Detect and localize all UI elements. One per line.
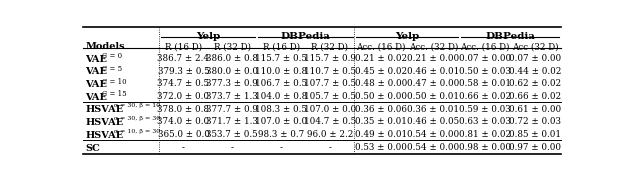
Text: 0.62 ± 0.02: 0.62 ± 0.02 (509, 79, 561, 88)
Text: 115.7 ± 0.9: 115.7 ± 0.9 (304, 54, 356, 63)
Text: 110.0 ± 0.8: 110.0 ± 0.8 (255, 67, 307, 75)
Text: 0.46 ± 0.01: 0.46 ± 0.01 (407, 67, 460, 75)
Text: VAE: VAE (85, 55, 108, 64)
Text: 107.0 ± 0.0: 107.0 ± 0.0 (304, 105, 356, 114)
Text: α = 30, β = 30: α = 30, β = 30 (114, 116, 161, 121)
Text: HSVAE: HSVAE (85, 105, 124, 114)
Text: 0.50 ± 0.01: 0.50 ± 0.01 (408, 92, 460, 101)
Text: 379.3 ± 0.5: 379.3 ± 0.5 (157, 67, 209, 75)
Text: 0.50 ± 0.03: 0.50 ± 0.03 (459, 67, 511, 75)
Text: VAE: VAE (85, 67, 108, 76)
Text: C = 0: C = 0 (102, 52, 123, 60)
Text: HSVAE: HSVAE (85, 131, 124, 140)
Text: 0.44 ± 0.02: 0.44 ± 0.02 (509, 67, 561, 75)
Text: 0.61 ± 0.00: 0.61 ± 0.00 (509, 105, 561, 114)
Text: R (32 D): R (32 D) (214, 42, 251, 51)
Text: Acc. (32 D): Acc. (32 D) (409, 42, 458, 51)
Text: α = 30, β = 10: α = 30, β = 10 (114, 103, 161, 108)
Text: 0.66 ± 0.02: 0.66 ± 0.02 (459, 92, 511, 101)
Text: DBPedia: DBPedia (280, 32, 330, 41)
Text: 0.36 ± 0.01: 0.36 ± 0.01 (408, 105, 460, 114)
Text: 0.97 ± 0.00: 0.97 ± 0.00 (509, 143, 561, 152)
Text: 0.81 ± 0.02: 0.81 ± 0.02 (459, 130, 511, 139)
Text: R (16 D): R (16 D) (262, 42, 300, 51)
Text: 96.0 ± 2.2: 96.0 ± 2.2 (307, 130, 353, 139)
Text: 0.63 ± 0.03: 0.63 ± 0.03 (459, 117, 511, 126)
Text: HSVAE: HSVAE (85, 118, 124, 127)
Text: 0.85 ± 0.01: 0.85 ± 0.01 (509, 130, 561, 139)
Text: 0.58 ± 0.01: 0.58 ± 0.01 (459, 79, 511, 88)
Text: Models: Models (85, 42, 125, 51)
Text: 0.36 ± 0.06: 0.36 ± 0.06 (355, 105, 406, 114)
Text: 0.47 ± 0.00: 0.47 ± 0.00 (407, 79, 460, 88)
Text: 380.0 ± 0.0: 380.0 ± 0.0 (206, 67, 259, 75)
Text: 0.45 ± 0.02: 0.45 ± 0.02 (355, 67, 407, 75)
Text: 0.46 ± 0.05: 0.46 ± 0.05 (407, 117, 460, 126)
Text: DBPedia: DBPedia (485, 32, 535, 41)
Text: 107.7 ± 0.5: 107.7 ± 0.5 (304, 79, 356, 88)
Text: 0.50 ± 0.00: 0.50 ± 0.00 (355, 92, 406, 101)
Text: 0.49 ± 0.01: 0.49 ± 0.01 (355, 130, 407, 139)
Text: 108.3 ± 0.5: 108.3 ± 0.5 (255, 105, 307, 114)
Text: 353.7 ± 0.5: 353.7 ± 0.5 (207, 130, 258, 139)
Text: 0.21 ± 0.02: 0.21 ± 0.02 (355, 54, 407, 63)
Text: 0.66 ± 0.02: 0.66 ± 0.02 (509, 92, 561, 101)
Text: 374.0 ± 0.0: 374.0 ± 0.0 (157, 117, 209, 126)
Text: 107.0 ± 0.0: 107.0 ± 0.0 (255, 117, 307, 126)
Text: 0.54 ± 0.00: 0.54 ± 0.00 (407, 143, 460, 152)
Text: 377.3 ± 0.9: 377.3 ± 0.9 (207, 79, 258, 88)
Text: 386.7 ± 2.4: 386.7 ± 2.4 (157, 54, 209, 63)
Text: Acc. (16 D): Acc. (16 D) (356, 42, 406, 51)
Text: C = 5: C = 5 (102, 65, 123, 73)
Text: 106.7 ± 0.5: 106.7 ± 0.5 (255, 79, 307, 88)
Text: Acc. (16 D): Acc. (16 D) (460, 42, 509, 51)
Text: 115.7 ± 0.5: 115.7 ± 0.5 (255, 54, 307, 63)
Text: 0.59 ± 0.03: 0.59 ± 0.03 (459, 105, 511, 114)
Text: R (16 D): R (16 D) (165, 42, 202, 51)
Text: 372.0 ± 0.0: 372.0 ± 0.0 (157, 92, 209, 101)
Text: SC: SC (85, 144, 100, 153)
Text: 110.7 ± 0.5: 110.7 ± 0.5 (304, 67, 356, 75)
Text: Yelp: Yelp (395, 32, 419, 41)
Text: 374.7 ± 0.5: 374.7 ± 0.5 (157, 79, 209, 88)
Text: 0.54 ± 0.00: 0.54 ± 0.00 (407, 130, 460, 139)
Text: Yelp: Yelp (196, 32, 220, 41)
Text: 365.0 ± 0.0: 365.0 ± 0.0 (157, 130, 209, 139)
Text: C = 10: C = 10 (102, 78, 127, 86)
Text: 0.48 ± 0.00: 0.48 ± 0.00 (355, 79, 407, 88)
Text: 105.7 ± 0.5: 105.7 ± 0.5 (304, 92, 356, 101)
Text: Acc (32 D): Acc (32 D) (512, 42, 559, 51)
Text: 104.7 ± 0.5: 104.7 ± 0.5 (304, 117, 356, 126)
Text: 98.3 ± 0.7: 98.3 ± 0.7 (258, 130, 304, 139)
Text: -: - (231, 143, 234, 152)
Text: C = 15: C = 15 (102, 90, 127, 98)
Text: VAE: VAE (85, 93, 108, 102)
Text: 0.07 ± 0.00: 0.07 ± 0.00 (459, 54, 511, 63)
Text: 104.0 ± 0.8: 104.0 ± 0.8 (255, 92, 307, 101)
Text: 377.7 ± 0.9: 377.7 ± 0.9 (206, 105, 258, 114)
Text: R (32 D): R (32 D) (312, 42, 348, 51)
Text: -: - (182, 143, 185, 152)
Text: 0.72 ± 0.03: 0.72 ± 0.03 (509, 117, 561, 126)
Text: -: - (328, 143, 332, 152)
Text: 371.7 ± 1.3: 371.7 ± 1.3 (206, 117, 258, 126)
Text: -: - (280, 143, 283, 152)
Text: 386.0 ± 0.8: 386.0 ± 0.8 (206, 54, 259, 63)
Text: 0.21 ± 0.00: 0.21 ± 0.00 (407, 54, 460, 63)
Text: 0.53 ± 0.00: 0.53 ± 0.00 (355, 143, 406, 152)
Text: 0.35 ± 0.01: 0.35 ± 0.01 (355, 117, 406, 126)
Text: α = 10, β = 30: α = 10, β = 30 (114, 128, 161, 133)
Text: 0.98 ± 0.00: 0.98 ± 0.00 (459, 143, 511, 152)
Text: 373.7 ± 1.3: 373.7 ± 1.3 (207, 92, 258, 101)
Text: 378.0 ± 0.8: 378.0 ± 0.8 (157, 105, 209, 114)
Text: VAE: VAE (85, 80, 108, 89)
Text: 0.07 ± 0.00: 0.07 ± 0.00 (509, 54, 561, 63)
